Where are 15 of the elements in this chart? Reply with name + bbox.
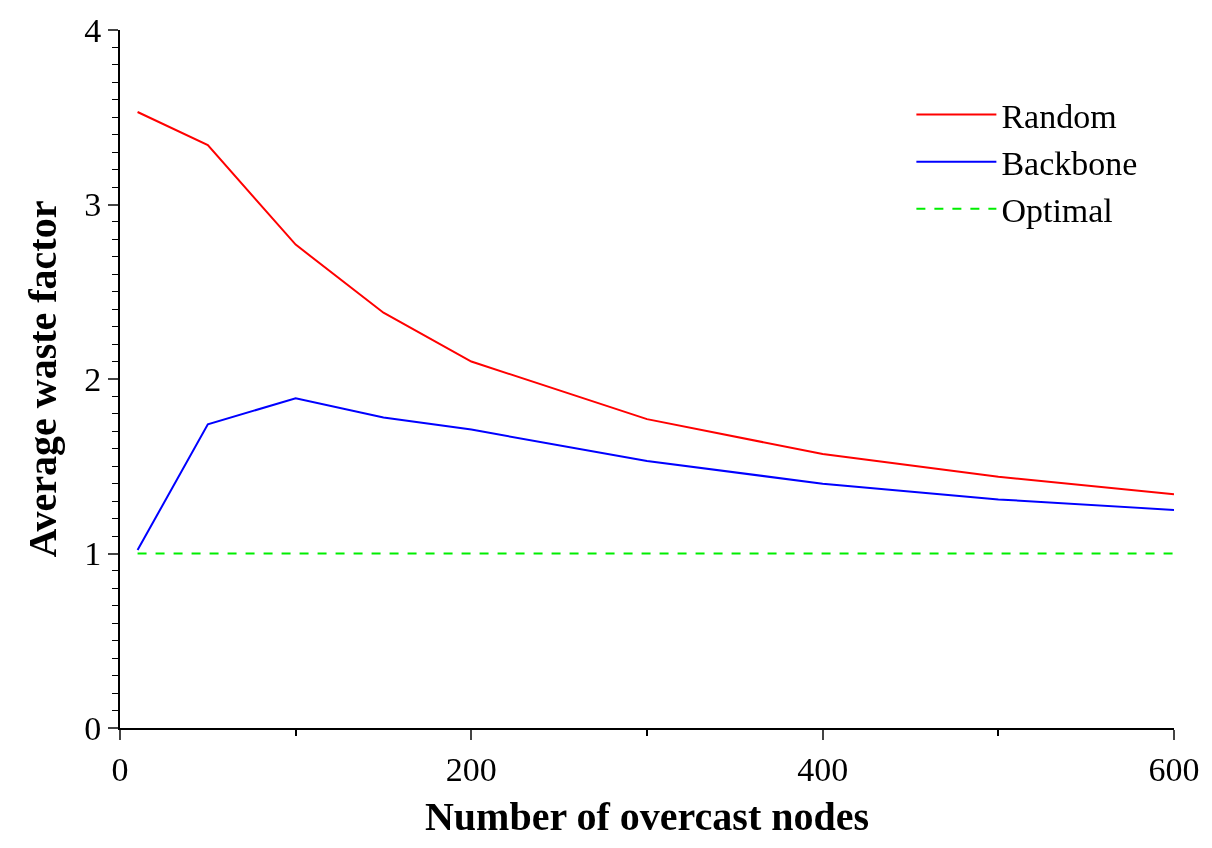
y-tick-label: 4 bbox=[84, 11, 102, 49]
x-tick-label: 400 bbox=[797, 750, 849, 788]
y-tick-label: 1 bbox=[84, 535, 102, 573]
line-series bbox=[136, 397, 1174, 552]
y-tick-label: 0 bbox=[84, 709, 102, 747]
legend-label: Optimal bbox=[1001, 192, 1113, 230]
y-axis-title: Average waste factor bbox=[20, 200, 66, 558]
y-tick-label: 3 bbox=[84, 186, 102, 224]
x-axis-title: Number of overcast nodes bbox=[424, 793, 870, 839]
x-tick-label: 0 bbox=[111, 750, 129, 788]
legend-label: Backbone bbox=[1001, 144, 1138, 182]
x-tick-label: 600 bbox=[1148, 750, 1200, 788]
legend-label: Random bbox=[1001, 97, 1117, 135]
y-tick-label: 2 bbox=[84, 360, 102, 398]
x-tick-label: 200 bbox=[445, 750, 497, 788]
